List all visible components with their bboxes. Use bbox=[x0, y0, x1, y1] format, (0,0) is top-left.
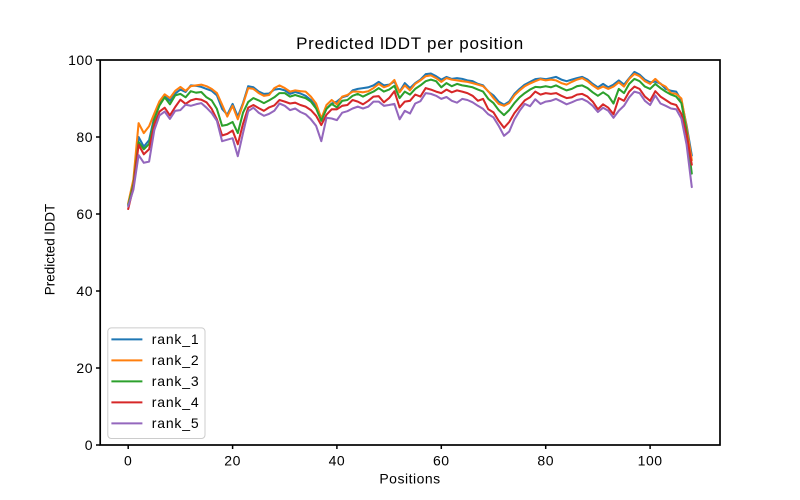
svg-text:Predicted lDDT per position: Predicted lDDT per position bbox=[296, 34, 524, 53]
svg-text:rank_3: rank_3 bbox=[152, 373, 200, 389]
svg-text:Predicted lDDT: Predicted lDDT bbox=[43, 204, 58, 296]
svg-text:rank_2: rank_2 bbox=[152, 352, 200, 368]
svg-text:20: 20 bbox=[224, 453, 241, 469]
svg-text:0: 0 bbox=[124, 453, 132, 469]
svg-text:80: 80 bbox=[76, 129, 93, 145]
svg-text:0: 0 bbox=[85, 437, 93, 453]
svg-text:60: 60 bbox=[433, 453, 450, 469]
svg-text:40: 40 bbox=[329, 453, 346, 469]
svg-text:60: 60 bbox=[76, 206, 93, 222]
svg-text:rank_4: rank_4 bbox=[152, 394, 200, 410]
svg-text:40: 40 bbox=[76, 283, 93, 299]
svg-text:100: 100 bbox=[68, 52, 93, 68]
svg-text:Positions: Positions bbox=[379, 471, 440, 487]
svg-text:100: 100 bbox=[638, 453, 663, 469]
svg-text:rank_5: rank_5 bbox=[152, 415, 200, 431]
svg-text:20: 20 bbox=[76, 360, 93, 376]
svg-text:80: 80 bbox=[537, 453, 554, 469]
svg-text:rank_1: rank_1 bbox=[152, 331, 200, 347]
